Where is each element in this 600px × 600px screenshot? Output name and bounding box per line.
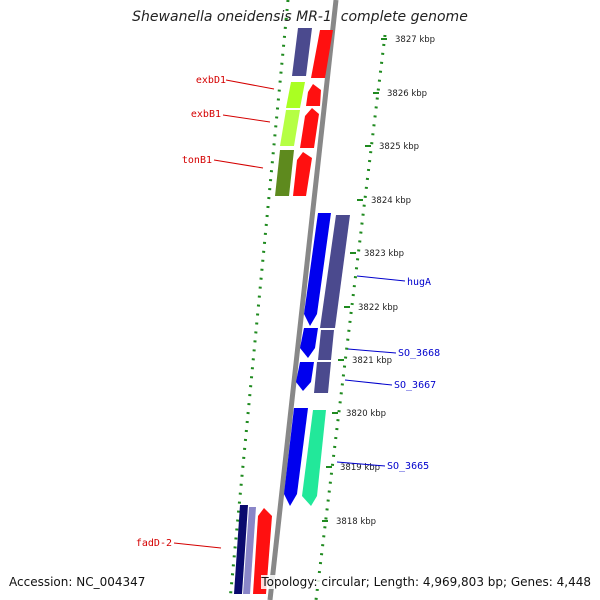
gene-leader-line	[344, 379, 393, 386]
scale-tick-labels: 3827 kbp 3826 kbp 3825 kbp 3824 kbp 3823 kbp…	[322, 35, 435, 527]
map-title: Shewanella oneidensis MR-1, complete gen…	[132, 9, 468, 25]
gene-feature-blue-SO_3668	[300, 328, 318, 358]
scale-tick-label: 3827 kbp	[395, 35, 435, 45]
scale-tick-label: 3824 kbp	[371, 196, 411, 206]
gene-features	[234, 28, 350, 594]
gene-feature-lime-exbB1	[280, 110, 300, 146]
gene-feature-red-fadD-2	[253, 508, 272, 594]
gene-feature-purple-SO_3667	[314, 362, 331, 393]
gene-label-exbB1: exbB1	[191, 109, 221, 120]
gene-feature-red	[311, 30, 333, 78]
scale-tick-label: 3825 kbp	[379, 142, 419, 152]
scale-tick-label: 3818 kbp	[336, 517, 376, 527]
gene-feature-navy-fadD-2	[234, 505, 248, 594]
gene-label-tonB1: tonB1	[182, 155, 212, 166]
gene-leader-line	[213, 159, 264, 169]
accession-text: Accession: NC_004347	[9, 575, 146, 589]
gene-feature-blue-SO_3667	[296, 362, 314, 391]
gene-label-SO_3668: SO_3668	[398, 348, 440, 359]
gene-feature-blue-hugA	[304, 213, 331, 326]
dotted-ring	[228, 0, 290, 600]
scale-tick-label: 3820 kbp	[346, 409, 386, 419]
gene-leader-line	[347, 348, 397, 354]
dotted-ring-guides	[228, 0, 387, 600]
gene-feature-red-tonB1	[293, 152, 312, 196]
gene-feature-purple-SO_3668	[318, 330, 334, 360]
gene-label-exbD1: exbD1	[196, 75, 226, 86]
gene-feature-olive-tonB1	[275, 150, 294, 196]
scale-tick-label: 3822 kbp	[358, 303, 398, 313]
gene-feature-red-exbD1	[306, 84, 321, 106]
gene-leader-line	[225, 79, 275, 90]
gene-feature-purple-fadD-2	[243, 507, 256, 594]
gene-label-fadD-2: fadD-2	[136, 538, 172, 549]
gene-label-hugA: hugA	[407, 277, 431, 288]
scale-tick-label: 3826 kbp	[387, 89, 427, 99]
topology-text: Topology: circular; Length: 4,969,803 bp…	[261, 575, 591, 589]
gene-feature-blue-SO_3665	[284, 408, 308, 506]
gene-label-leaders: exbD1 exbB1 tonB1 hugA SO_3668 SO_3667 SO_3665…	[136, 75, 440, 549]
gene-feature-purple	[292, 28, 312, 76]
gene-leader-line	[173, 542, 222, 549]
gene-feature-red-exbB1	[300, 108, 319, 148]
scale-tick-label: 3819 kbp	[340, 463, 380, 473]
scale-tick-label: 3821 kbp	[352, 356, 392, 366]
genome-backbone	[267, 0, 339, 600]
gene-leader-line	[336, 461, 386, 467]
scale-tick-label: 3823 kbp	[364, 249, 404, 259]
gene-leader-line	[356, 275, 406, 282]
gene-feature-green-SO_3665	[302, 410, 326, 506]
gene-feature-purple-hugA	[320, 215, 350, 328]
gene-label-SO_3665: SO_3665	[387, 461, 429, 472]
gene-label-SO_3667: SO_3667	[394, 380, 436, 391]
gene-leader-line	[222, 114, 271, 123]
gene-feature-lime-exbD1	[286, 82, 305, 108]
